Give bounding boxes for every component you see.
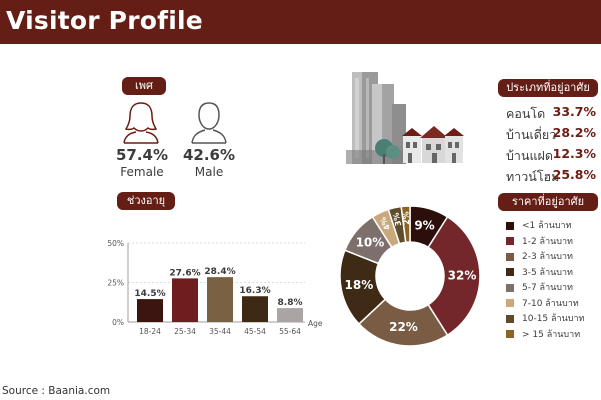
bar-value-label: 14.5%: [134, 289, 165, 299]
slice-value-label: 18%: [345, 278, 374, 292]
legend-item: 1-2 ล้านบาท: [506, 236, 573, 248]
slice-value-label: 22%: [389, 320, 418, 334]
x-tick-label: 45-54: [244, 327, 266, 336]
legend-label: > 15 ล้านบาท: [522, 329, 581, 340]
legend-swatch: [506, 268, 514, 276]
x-axis-label: Age: [308, 319, 323, 328]
price-donut-chart: 9%32%22%18%10%4% 3%2%: [339, 205, 481, 347]
legend-label: 7-10 ล้านบาท: [522, 298, 579, 309]
residence-type-name: คอนโด: [506, 106, 546, 121]
male-user-icon: [191, 102, 227, 144]
residence-type-name: บ้านแฝด: [506, 148, 553, 163]
residence-type-value: 12.3%: [552, 146, 596, 161]
bar: [137, 299, 163, 322]
legend-label: 10-15 ล้านบาท: [522, 314, 585, 324]
legend-item: 3-5 ล้านบาท: [506, 267, 573, 279]
residence-type-value: 28.2%: [552, 125, 596, 140]
slice-value-label: 32%: [448, 269, 477, 283]
bar-value-label: 28.4%: [204, 267, 235, 277]
age-chart-title: ช่วงอายุ: [117, 192, 175, 210]
age-bar-chart: 0% 25% 50% 14.5% 18-24 27.6% 25-34 28.4% 35-44 16…: [107, 239, 323, 336]
gender-section-label: เพศ: [122, 77, 166, 95]
legend-item: 2-3 ล้านบาท: [506, 251, 573, 263]
residence-type-value: 25.8%: [552, 167, 596, 182]
x-tick-label: 35-44: [209, 327, 231, 336]
slice-value-label: 10%: [356, 235, 385, 249]
bar-value-label: 8.8%: [278, 298, 303, 308]
slice-value-label: 9%: [414, 219, 434, 233]
legend-item: 7-10 ล้านบาท: [506, 298, 579, 310]
donut-slice: [400, 205, 411, 244]
female-user-icon: [123, 102, 159, 144]
male-label: Male: [194, 165, 224, 179]
female-percentage: 57.4%: [115, 146, 169, 164]
donut-slice: [427, 215, 481, 337]
residence-type-name: ทาวน์โฮม: [506, 169, 560, 184]
bar: [277, 308, 303, 322]
legend-label: 5-7 ล้านบาท: [522, 283, 573, 293]
legend-swatch: [506, 237, 514, 245]
female-label: Female: [120, 165, 164, 179]
bar: [242, 296, 268, 322]
legend-item: > 15 ล้านบาท: [506, 329, 580, 341]
legend-swatch: [506, 252, 514, 261]
x-tick-label: 25-34: [174, 327, 196, 336]
price-chart-title: ราคาที่อยู่อาศัย: [498, 193, 598, 211]
y-tick-label: 25%: [107, 279, 124, 288]
x-tick-label: 55-64: [279, 327, 301, 336]
legend-swatch: [506, 299, 514, 307]
legend-label: 2-3 ล้านบาท: [522, 252, 573, 262]
legend-item: 10-15 ล้านบาท: [506, 313, 584, 325]
bar: [207, 277, 233, 322]
slice-value-label: 3%: [391, 212, 403, 227]
bar: [172, 278, 198, 322]
x-tick-label: 18-24: [139, 327, 161, 336]
legend-swatch: [506, 283, 514, 292]
residence-type-name: บ้านเดี่ยว: [506, 127, 557, 142]
page-title: Visitor Profile: [6, 6, 203, 35]
slice-value-label: 2%: [401, 211, 411, 225]
y-tick-label: 50%: [107, 239, 124, 248]
legend-label: 3-5 ล้านบาท: [522, 267, 573, 278]
header-bar: Visitor Profile: [0, 0, 601, 44]
legend-item: <1 ล้านบาท: [506, 220, 572, 232]
male-percentage: 42.6%: [182, 146, 236, 164]
bar-value-label: 16.3%: [239, 286, 270, 296]
legend-item: 5-7 ล้านบาท: [506, 282, 573, 294]
legend-label: 1-2 ล้านบาท: [522, 236, 573, 247]
bar-value-label: 27.6%: [169, 268, 200, 278]
residence-type-value: 33.7%: [552, 104, 596, 119]
y-tick-label: 0%: [112, 318, 124, 327]
residence-type-label: ประเภทที่อยู่อาศัย: [498, 79, 598, 97]
source-note: Source : Baania.com: [2, 385, 111, 397]
buildings-and-houses-illustration: [346, 72, 464, 164]
legend-swatch: [506, 330, 514, 338]
legend-swatch: [506, 314, 514, 323]
legend-swatch: [506, 221, 514, 230]
legend-label: <1 ล้านบาท: [522, 221, 572, 231]
